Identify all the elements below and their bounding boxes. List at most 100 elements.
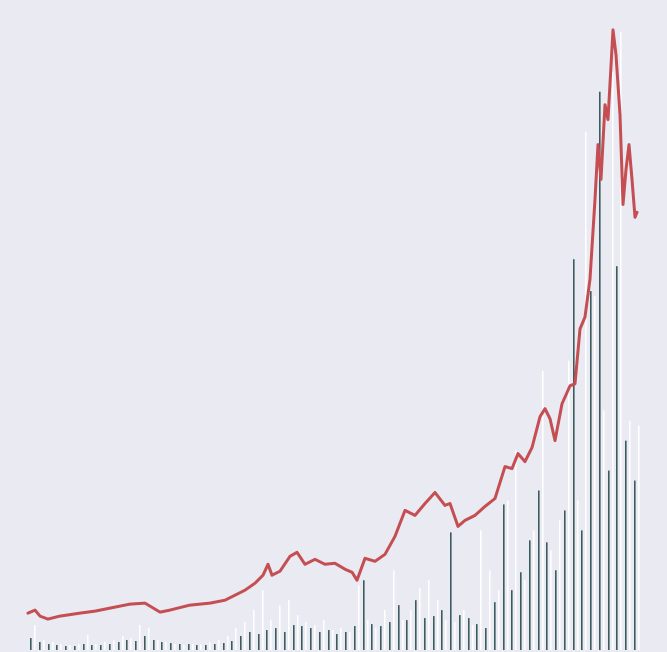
bar bbox=[546, 542, 548, 650]
bar bbox=[437, 600, 439, 650]
bar bbox=[314, 625, 316, 650]
bar bbox=[43, 640, 45, 650]
bar bbox=[585, 131, 587, 650]
bar bbox=[573, 259, 575, 650]
bar bbox=[581, 530, 583, 650]
bar bbox=[122, 636, 124, 650]
bar bbox=[511, 590, 513, 650]
bar bbox=[542, 370, 544, 650]
bar bbox=[227, 636, 229, 650]
bar bbox=[620, 31, 622, 650]
bar bbox=[489, 570, 491, 650]
bar bbox=[634, 480, 636, 650]
bar bbox=[503, 504, 505, 650]
bar bbox=[472, 625, 474, 650]
bar bbox=[126, 640, 128, 650]
bar bbox=[398, 605, 400, 650]
bar bbox=[363, 580, 365, 650]
bar bbox=[266, 630, 268, 650]
bar bbox=[262, 590, 264, 650]
bar bbox=[118, 642, 120, 650]
bar bbox=[39, 642, 41, 650]
bar bbox=[629, 420, 631, 650]
bar bbox=[244, 622, 246, 650]
bar bbox=[319, 632, 321, 650]
bar bbox=[402, 620, 404, 650]
bar bbox=[258, 634, 260, 650]
bar bbox=[279, 605, 281, 650]
bar bbox=[367, 620, 369, 650]
bar bbox=[419, 588, 421, 650]
bar bbox=[494, 602, 496, 650]
bar bbox=[445, 620, 447, 650]
bar bbox=[328, 630, 330, 650]
bar bbox=[336, 634, 338, 650]
bar bbox=[389, 622, 391, 650]
bar bbox=[616, 266, 618, 650]
bar bbox=[95, 644, 97, 650]
bar bbox=[485, 628, 487, 650]
bar bbox=[380, 626, 382, 650]
bar bbox=[323, 620, 325, 650]
bar bbox=[533, 530, 535, 650]
bar bbox=[240, 636, 242, 650]
bar bbox=[65, 646, 67, 650]
bar bbox=[270, 620, 272, 650]
bar bbox=[594, 296, 596, 650]
bar bbox=[192, 644, 194, 650]
bar bbox=[559, 520, 561, 650]
bar bbox=[310, 628, 312, 650]
bar bbox=[375, 628, 377, 650]
bar bbox=[157, 640, 159, 650]
bar bbox=[384, 610, 386, 650]
bar bbox=[301, 626, 303, 650]
bar bbox=[214, 644, 216, 650]
bar bbox=[113, 640, 115, 650]
bar bbox=[410, 610, 412, 650]
bar bbox=[165, 642, 167, 650]
bar bbox=[179, 644, 181, 650]
bar bbox=[520, 572, 522, 650]
bar bbox=[223, 643, 225, 650]
bar bbox=[30, 638, 32, 650]
bar bbox=[515, 450, 517, 650]
bar bbox=[340, 628, 342, 650]
bar bbox=[393, 570, 395, 650]
bar bbox=[454, 622, 456, 650]
bar bbox=[218, 640, 220, 650]
bar bbox=[441, 610, 443, 650]
bar bbox=[205, 645, 207, 650]
bar bbox=[358, 585, 360, 650]
bar bbox=[538, 490, 540, 650]
bar bbox=[284, 632, 286, 650]
bar bbox=[78, 644, 80, 650]
bar bbox=[275, 628, 277, 650]
bar bbox=[52, 642, 54, 650]
bar bbox=[450, 532, 452, 650]
bar bbox=[235, 628, 237, 650]
bar bbox=[209, 642, 211, 650]
bar bbox=[87, 635, 89, 650]
bar bbox=[161, 642, 163, 650]
bar bbox=[424, 618, 426, 650]
bar bbox=[48, 644, 50, 650]
bar bbox=[297, 615, 299, 650]
bar bbox=[463, 610, 465, 650]
bar bbox=[104, 642, 106, 650]
bar bbox=[638, 425, 640, 650]
bar bbox=[564, 510, 566, 650]
bar bbox=[200, 644, 202, 650]
bar bbox=[433, 616, 435, 650]
bar bbox=[406, 620, 408, 650]
bar bbox=[480, 530, 482, 650]
bar bbox=[354, 626, 356, 650]
bar bbox=[529, 540, 531, 650]
bar bbox=[34, 625, 36, 650]
bar bbox=[590, 291, 592, 650]
bar bbox=[476, 624, 478, 650]
bar bbox=[550, 550, 552, 650]
bar bbox=[371, 624, 373, 650]
bar bbox=[130, 638, 132, 650]
